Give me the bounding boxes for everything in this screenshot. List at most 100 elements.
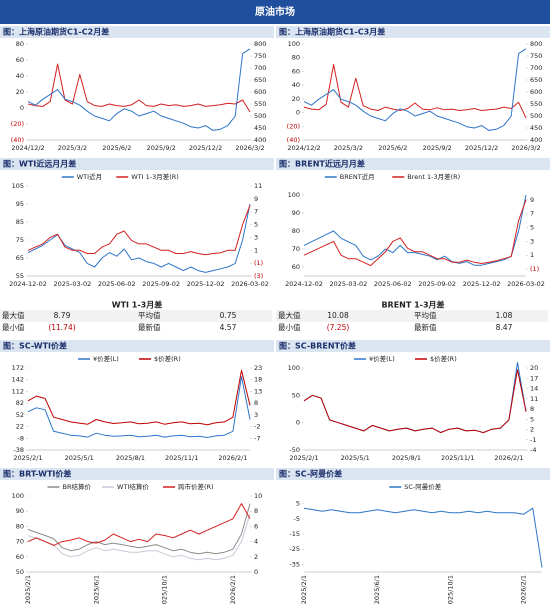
panel-title-bar (276, 340, 550, 352)
table-title: WTI 1-3月差 (112, 300, 163, 310)
x-tick-label: 2025-03-02 (54, 280, 92, 288)
y-tick-label: 55 (16, 272, 24, 280)
y2-tick-label: 550 (530, 100, 542, 108)
y2-tick-label: 400 (530, 136, 542, 144)
y-tick-label: 112 (12, 387, 24, 395)
y2-tick-label: -2 (254, 423, 260, 431)
table-cell: (7.25) (327, 323, 350, 332)
y2-tick-label: 600 (254, 88, 266, 96)
y2-tick-label: 1 (530, 251, 534, 259)
series-line (27, 63, 251, 113)
y-tick-label: 95 (16, 200, 24, 208)
panel-title-bar (0, 340, 274, 352)
panel-title: 图：上海原油期货C1-C2月差 (3, 27, 109, 37)
table-cell: 10.08 (327, 311, 349, 320)
y2-tick-label: 650 (530, 76, 542, 84)
table-row (0, 322, 272, 334)
y-tick-label: -5 (294, 515, 300, 523)
x-tick-label: 2025/2/1 (24, 575, 32, 604)
x-tick-label: 2026/2/1 (520, 575, 528, 604)
x-tick-label: 2025/6/1 (92, 575, 100, 604)
series-line (27, 48, 251, 131)
x-tick-label: 2025/8/1 (392, 454, 421, 462)
y2-tick-label: 1 (254, 246, 258, 254)
y2-tick-label: 5 (530, 224, 534, 232)
y2-tick-label: 750 (254, 52, 266, 60)
table-row (276, 322, 548, 334)
legend-label: $价差(R) (430, 354, 457, 363)
y-tick-label: 82 (16, 399, 24, 407)
legend-label: BR结算价 (63, 482, 92, 491)
y2-tick-label: 8 (530, 405, 534, 413)
y2-tick-label: 400 (254, 136, 266, 144)
x-tick-label: 2026-03-02 (231, 280, 269, 288)
y2-tick-label: (3) (254, 272, 263, 280)
y2-tick-label: 500 (530, 112, 542, 120)
x-tick-label: 2025/5/1 (341, 454, 370, 462)
table-cell: (11.74) (48, 323, 75, 332)
x-tick-label: 2025/9/2 (423, 144, 452, 152)
x-tick-label: 2025-03-02 (330, 280, 368, 288)
y2-tick-label: 3 (530, 237, 534, 245)
y2-tick-label: 5 (254, 221, 258, 229)
y-tick-label: 172 (12, 364, 24, 372)
y-tick-label: 52 (16, 411, 24, 419)
x-tick-label: 2024/12/2 (11, 144, 44, 152)
x-tick-label: 2025/9/2 (147, 144, 176, 152)
table-cell: 最小值 (2, 322, 25, 332)
y2-tick-label: -4 (530, 446, 536, 454)
y-tick-label: (40) (11, 136, 24, 144)
y2-tick-label: 7 (254, 208, 258, 216)
y2-tick-label: 8 (254, 507, 258, 515)
y-tick-label: 50 (16, 568, 24, 576)
y2-tick-label: 450 (530, 124, 542, 132)
y2-tick-label: 11 (530, 395, 538, 403)
y-tick-label: 65 (16, 254, 24, 262)
y-tick-label: 105 (12, 182, 24, 190)
x-tick-label: 2025/5/1 (65, 454, 94, 462)
x-tick-label: 2025/11/1 (165, 454, 198, 462)
y2-tick-label: 450 (254, 124, 266, 132)
y2-tick-label: 6 (254, 522, 258, 530)
y2-tick-label: 800 (254, 40, 266, 48)
table-cell: 平均值 (138, 310, 161, 320)
y2-tick-label: 10 (254, 492, 262, 500)
panel-title: 图：BRENT近远月月差 (279, 159, 365, 169)
x-tick-label: 2025-12-02 (463, 280, 501, 288)
x-tick-label: 2025-06-02 (98, 280, 136, 288)
y2-tick-label: 500 (254, 112, 266, 120)
legend-label: BRENT近月 (340, 172, 375, 181)
y-tick-label: 60 (16, 553, 24, 561)
panel-title: 图：SC-阿曼价差 (279, 469, 342, 479)
y2-tick-label: 3 (254, 233, 258, 241)
series-line (27, 376, 251, 438)
y2-tick-label: 4 (254, 538, 258, 546)
y-tick-label: -25 (289, 545, 300, 553)
y-tick-label: 70 (16, 538, 24, 546)
y2-tick-label: 11 (254, 182, 262, 190)
y2-tick-label: 5 (530, 415, 534, 423)
table-cell: 4.57 (220, 323, 237, 332)
y-tick-label: 0 (20, 104, 24, 112)
y2-tick-label: 800 (530, 40, 542, 48)
x-tick-label: 2025-09-02 (142, 280, 180, 288)
y-tick-label: 80 (16, 522, 24, 530)
x-tick-label: 2026/3/2 (235, 144, 264, 152)
y-tick-label: 60 (16, 56, 24, 64)
table-cell: 最小值 (278, 322, 301, 332)
series-line (27, 203, 251, 273)
series-line (303, 507, 543, 568)
table-cell: 0.75 (220, 311, 237, 320)
y-tick-label: 100 (288, 364, 300, 372)
table-cell: 平均值 (414, 310, 437, 320)
legend-label: Brent 1-3月差(R) (407, 172, 460, 181)
panel-title-bar (276, 26, 550, 38)
legend-label: WTI近月 (77, 172, 102, 181)
y2-tick-label: 9 (530, 196, 534, 204)
y2-tick-label: -1 (530, 436, 536, 444)
x-tick-label: 2025/11/1 (441, 454, 474, 462)
y2-tick-label: 2 (530, 426, 534, 434)
y-tick-label: 90 (16, 507, 24, 515)
x-tick-label: 2026/2/1 (218, 454, 247, 462)
